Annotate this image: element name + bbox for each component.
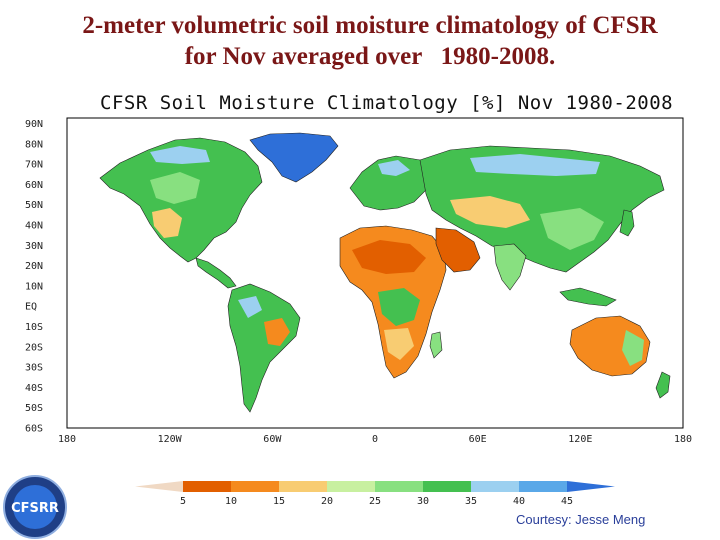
slide-title: 2-meter volumetric soil moisture climato… — [40, 10, 700, 72]
courtesy-credit: Courtesy: Jesse Meng — [516, 512, 646, 527]
colorbar-label: 40 — [513, 496, 525, 507]
colorbar-segment — [519, 481, 567, 492]
colorbar-label: 10 — [225, 496, 237, 507]
cfsrr-logo: CFSRR — [3, 475, 67, 539]
slide-title-line2: for Nov averaged over 1980-2008. — [184, 43, 556, 70]
colorbar-segment — [375, 481, 423, 492]
lon-label: 120W — [158, 434, 183, 445]
africa-savanna — [384, 328, 414, 360]
lon-label: 60W — [263, 434, 282, 445]
lon-label: 180 — [674, 434, 692, 445]
africa-tropics — [378, 288, 420, 326]
central-america — [195, 257, 237, 289]
colorbar-segment — [279, 481, 327, 492]
logo-globe — [13, 485, 57, 529]
colorbar-segment — [567, 481, 615, 492]
colorbar-label: 5 — [180, 496, 186, 507]
colorbar-label: 20 — [321, 496, 333, 507]
colorbar-segment — [135, 481, 183, 492]
new-zealand — [655, 371, 671, 399]
north-america-moist — [150, 172, 200, 204]
lat-label: 40N — [25, 221, 43, 232]
lon-label: 0 — [372, 434, 378, 445]
australia-coast-moist — [622, 330, 644, 366]
lat-label: 50N — [25, 200, 43, 211]
lat-label: 10N — [25, 281, 43, 292]
india — [493, 243, 527, 291]
lat-label: 90N — [25, 119, 43, 130]
colorbar: 5 10 15 20 25 30 35 40 45 — [135, 481, 615, 507]
asia-north-wet — [470, 154, 600, 176]
asia-south-moist — [540, 208, 604, 250]
map-title: CFSR Soil Moisture Climatology [%] Nov 1… — [100, 92, 674, 114]
lat-label: 80N — [25, 139, 43, 150]
japan — [619, 209, 635, 237]
south-america-wet — [238, 296, 262, 318]
colorbar-label: 45 — [561, 496, 573, 507]
colorbar-label: 35 — [465, 496, 477, 507]
south-america-dry — [264, 318, 290, 346]
lat-label: 40S — [25, 383, 43, 394]
lat-label: 60S — [25, 424, 43, 435]
lon-label: 120E — [568, 434, 592, 445]
colorbar-label: 25 — [369, 496, 381, 507]
south-america — [227, 283, 301, 413]
north-america-north — [150, 146, 210, 164]
lat-label: 50S — [25, 403, 43, 414]
lat-label: 20S — [25, 342, 43, 353]
colorbar-segment — [231, 481, 279, 492]
madagascar — [429, 331, 443, 359]
lat-label: 60N — [25, 180, 43, 191]
lat-label: 70N — [25, 160, 43, 171]
land-masses — [99, 132, 671, 413]
latitude-axis: 90N 80N 70N 60N 50N 40N 30N 20N 10N EQ 10S 20S 30S 40… — [25, 119, 43, 435]
colorbar-segment — [471, 481, 519, 492]
slide-title-line1: 2-meter volumetric soil moisture climato… — [82, 12, 658, 39]
lon-label: 60E — [469, 434, 487, 445]
lat-label: EQ — [25, 302, 37, 313]
logo-text: CFSRR — [11, 501, 59, 516]
colorbar-segment — [327, 481, 375, 492]
lat-label: 10S — [25, 322, 43, 333]
southeast-asia-islands — [559, 287, 617, 307]
longitude-axis: 180 120W 60W 0 60E 120E 180 — [58, 434, 692, 445]
greenland — [249, 132, 339, 183]
lon-label: 180 — [58, 434, 76, 445]
africa-sahara-dry — [352, 240, 426, 274]
arabia — [435, 227, 481, 273]
europe-moist — [378, 160, 410, 176]
asia — [419, 145, 665, 273]
north-america-dry — [152, 208, 182, 238]
colorbar-label: 15 — [273, 496, 285, 507]
colorbar-segment — [423, 481, 471, 492]
lat-label: 30N — [25, 241, 43, 252]
asia-central-dry — [450, 196, 530, 228]
lat-label: 20N — [25, 261, 43, 272]
lat-label: 30S — [25, 363, 43, 374]
colorbar-segment — [183, 481, 231, 492]
colorbar-label: 30 — [417, 496, 429, 507]
